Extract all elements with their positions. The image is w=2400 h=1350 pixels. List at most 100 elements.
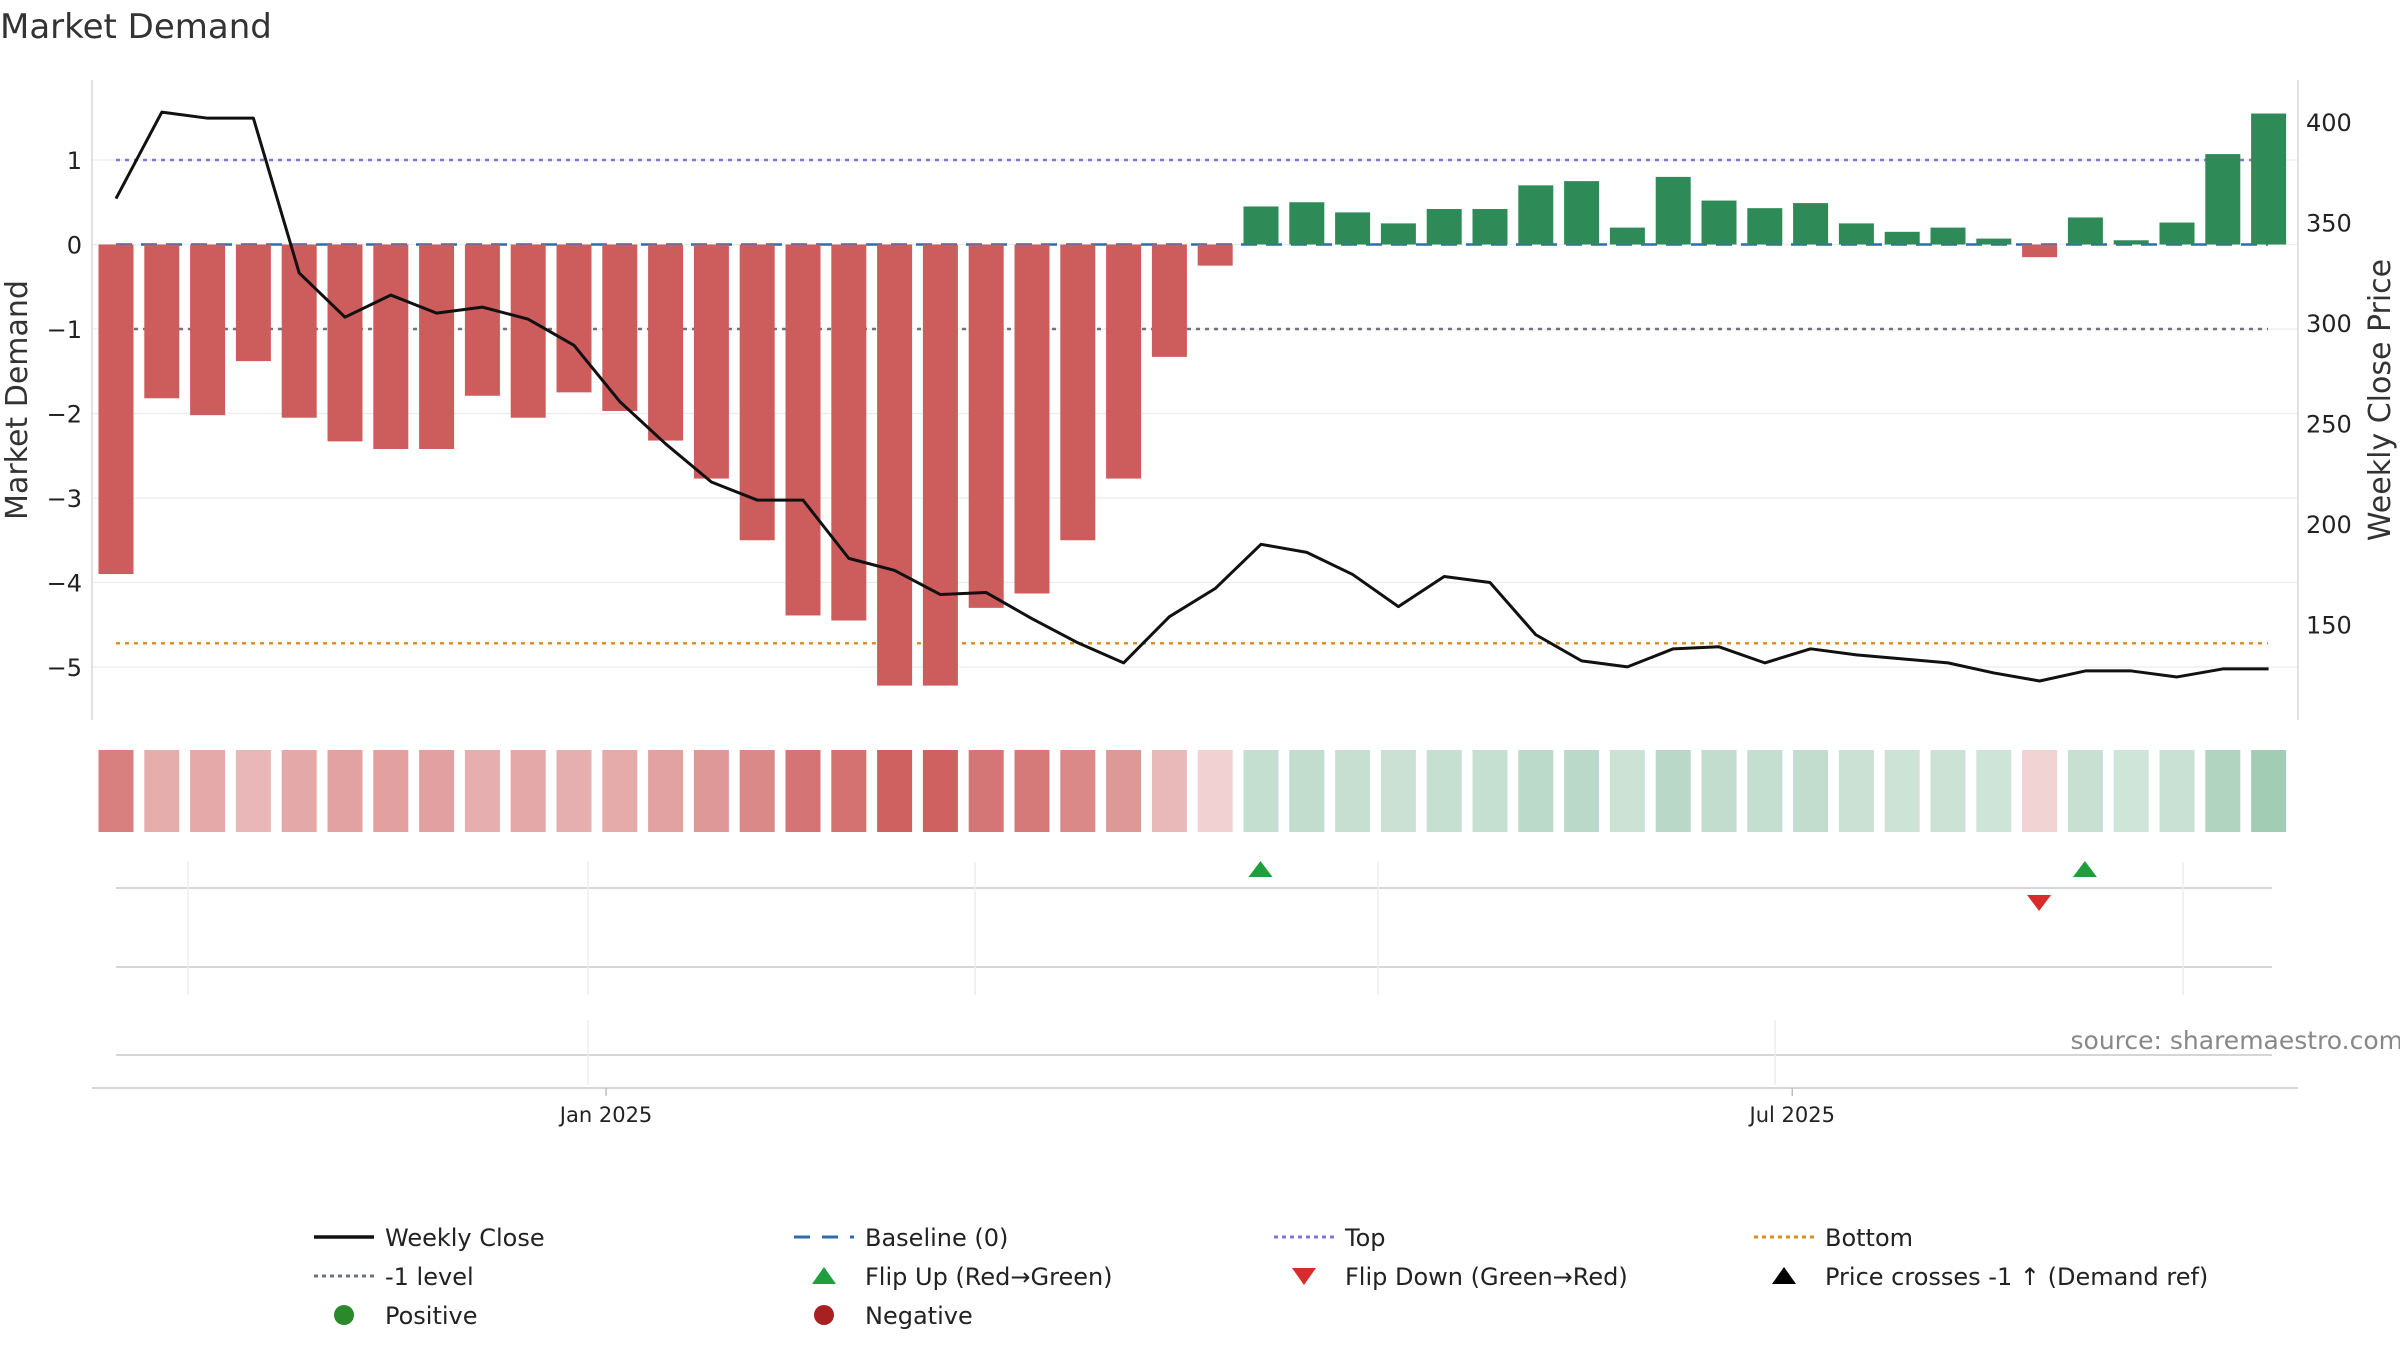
heat-cell [1747,750,1783,832]
right-axis-title: Weekly Close Price [2363,259,2398,541]
flip-up-marker [2072,861,2097,877]
right-tick-label: 200 [2306,511,2352,539]
heat-cell [2067,750,2103,832]
legend: Weekly Close Baseline (0) Top Bottom -1 leve… [314,1224,2208,1330]
left-tick-label: −1 [47,316,82,344]
legend-label: Positive [385,1302,478,1330]
heat-cell [235,750,271,832]
heat-cell [693,750,729,832]
heat-cell [831,750,867,832]
demand-bar [648,244,684,441]
right-tick-label: 300 [2306,310,2352,338]
demand-bar [1884,231,1920,245]
date-tick-label: Jul 2025 [1748,1103,1835,1127]
heat-cell [98,750,134,832]
demand-bar [464,244,500,396]
legend-swatch [1292,1268,1316,1285]
legend-label: Bottom [1825,1224,1913,1252]
heat-cell [739,750,775,832]
demand-bar [1564,181,1600,245]
left-tick-label: −3 [47,485,82,513]
heat-cell [922,750,958,832]
demand-bar [1151,244,1187,357]
heat-cell [1930,750,1966,832]
left-axis-title: Market Demand [0,280,35,520]
heat-cell [2022,750,2058,832]
heat-cell [419,750,455,832]
flip-events-panel [116,861,2272,1085]
heat-cell [1243,750,1279,832]
heat-cell [1838,750,1874,832]
demand-bar [2113,240,2149,245]
legend-label: Weekly Close [385,1224,545,1252]
demand-bar [1472,209,1508,245]
legend-label: Flip Up (Red→Green) [865,1263,1113,1291]
demand-bar [373,244,409,449]
right-tick-label: 400 [2306,109,2352,137]
legend-item: Flip Down (Green→Red) [1292,1263,1628,1291]
demand-bar [968,244,1004,608]
flip-down-marker [2027,895,2052,911]
heat-cell [648,750,684,832]
demand-bar [831,244,867,621]
legend-item: Bottom [1754,1224,1913,1252]
heat-cell [190,750,226,832]
price-series [114,110,2269,683]
heat-cell [1701,750,1737,832]
demand-bar [2159,222,2195,245]
heat-cell [144,750,180,832]
demand-bar [1793,203,1829,245]
heat-cell [1426,750,1462,832]
demand-bar [1289,202,1325,245]
heat-cell [1289,750,1325,832]
demand-bar [1380,223,1416,245]
heat-cell [602,750,638,832]
legend-swatch [334,1305,354,1325]
left-tick-label: −2 [47,401,82,429]
legend-swatch [812,1267,836,1284]
demand-bar [2067,217,2103,245]
heat-cell [1518,750,1554,832]
heat-cell [1014,750,1050,832]
legend-item: Top [1274,1224,1386,1252]
heat-cell [281,750,317,832]
demand-bar [1106,244,1142,479]
demand-bar [1609,227,1645,245]
heat-cell [1793,750,1829,832]
legend-item: Price crosses -1 ↑ (Demand ref) [1772,1263,2208,1291]
chart-title: Market Demand [0,7,272,47]
left-axis-ticks: 1 0 −1 −2 −3 −4 −5 [47,147,82,682]
demand-bar [877,244,913,686]
heat-cell [510,750,546,832]
heat-cell [1106,750,1142,832]
heat-cell [1197,750,1233,832]
demand-heat-strip [98,750,2287,832]
heat-cell [464,750,500,832]
heat-cell [556,750,592,832]
heat-cell [785,750,821,832]
demand-bar [1060,244,1096,541]
legend-label: Price crosses -1 ↑ (Demand ref) [1825,1263,2208,1291]
right-tick-label: 250 [2306,411,2352,439]
date-tick-label: Jan 2025 [558,1103,653,1127]
legend-item: Weekly Close [314,1224,545,1252]
demand-bar [190,244,226,416]
legend-item: -1 level [314,1263,474,1291]
heat-cell [1976,750,2012,832]
demand-bar [235,244,271,362]
heat-cell [1609,750,1645,832]
demand-bar [1197,244,1233,266]
demand-bar [1747,208,1783,245]
right-tick-label: 150 [2306,612,2352,640]
demand-bars [98,113,2287,686]
demand-bar [327,244,363,442]
right-tick-label: 350 [2306,210,2352,238]
demand-bar [1701,200,1737,245]
demand-bar [1426,209,1462,245]
left-tick-label: 1 [67,147,82,175]
legend-swatch [1772,1267,1796,1284]
demand-bar [693,244,729,479]
date-axis: Jan 2025 Jul 2025 [92,1087,2298,1127]
heat-cell [968,750,1004,832]
